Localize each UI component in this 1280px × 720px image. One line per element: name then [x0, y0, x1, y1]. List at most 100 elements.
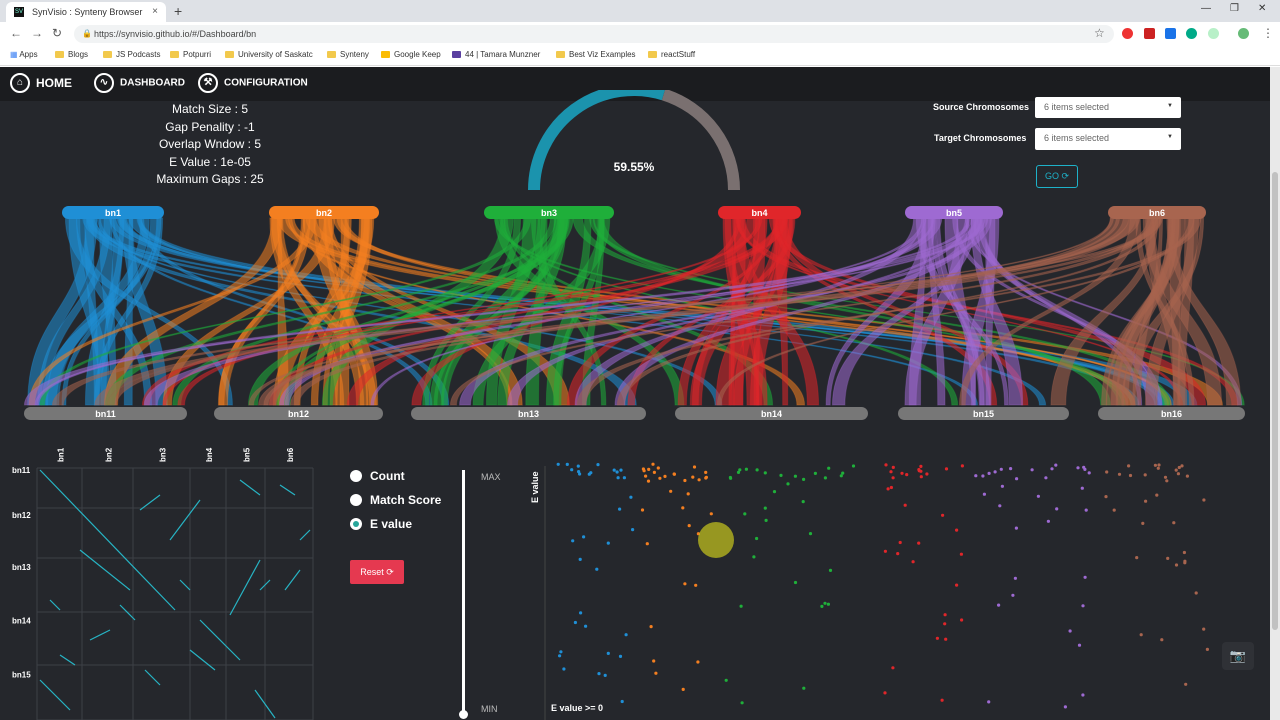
alignment-mark[interactable] [284, 569, 301, 591]
scatter-point[interactable] [565, 462, 569, 466]
synteny-ribbon[interactable] [1144, 217, 1200, 406]
alignment-mark[interactable] [89, 629, 111, 641]
scatter-point[interactable] [917, 541, 921, 545]
scatter-point[interactable] [959, 552, 963, 556]
scatter-point[interactable] [652, 470, 656, 474]
scatter-point[interactable] [943, 613, 947, 617]
scatter-point[interactable] [841, 471, 845, 475]
synteny-ribbon[interactable] [289, 217, 1137, 406]
scatter-point[interactable] [629, 495, 633, 499]
scatter-point[interactable] [687, 524, 691, 528]
scatter-point[interactable] [793, 474, 797, 478]
camera-icon[interactable]: 📷 [1222, 642, 1254, 670]
scatter-point[interactable] [900, 471, 904, 475]
scatter-point[interactable] [744, 467, 748, 471]
scatter-point[interactable] [896, 552, 900, 556]
scatter-point[interactable] [960, 464, 964, 468]
scatter-point[interactable] [764, 518, 768, 522]
alignment-mark[interactable] [299, 529, 311, 541]
scrollbar-thumb[interactable] [1272, 172, 1278, 630]
scatter-point[interactable] [889, 485, 893, 490]
scatter-point[interactable] [729, 476, 733, 480]
scatter-point[interactable] [1183, 561, 1187, 565]
dot-plot-view[interactable]: bn1 bn2 bn3 bn4 bn5 bn6 bn11 bn12 bn13 bn14 bn15 [0, 440, 320, 720]
scatter-point[interactable] [889, 470, 893, 474]
scatter-point[interactable] [941, 513, 945, 517]
e-value-scatter[interactable]: E value [525, 458, 1225, 720]
bookmark-item[interactable]: Google Keep [381, 50, 441, 59]
scatter-point[interactable] [652, 659, 656, 663]
scatter-point[interactable] [669, 489, 673, 493]
scatter-point[interactable] [1076, 466, 1080, 470]
scatter-point[interactable] [801, 500, 805, 504]
scatter-point[interactable] [999, 467, 1003, 471]
synteny-ribbon[interactable] [86, 217, 637, 406]
target-chromosome-bn16[interactable] [1098, 407, 1245, 420]
scatter-point[interactable] [911, 560, 915, 564]
scatter-point[interactable] [1184, 682, 1188, 686]
alignment-mark[interactable] [79, 549, 131, 591]
alignment-mark[interactable] [179, 579, 191, 591]
target-chromosome-bn14[interactable] [675, 407, 868, 420]
synteny-ribbon[interactable] [716, 217, 1195, 406]
synteny-ribbon[interactable] [288, 217, 806, 406]
scatter-point[interactable] [704, 476, 708, 480]
scatter-point[interactable] [1185, 474, 1189, 478]
synteny-ribbon[interactable] [503, 217, 774, 406]
scatter-point[interactable] [1174, 563, 1179, 567]
scatter-point[interactable] [886, 487, 890, 491]
synteny-ribbon[interactable] [284, 217, 943, 406]
scatter-point[interactable] [683, 478, 687, 483]
scatter-point[interactable] [640, 508, 645, 512]
scatter-point[interactable] [1166, 556, 1170, 560]
scatter-point[interactable] [559, 650, 563, 654]
scatter-point[interactable] [736, 470, 741, 474]
scatter-point[interactable] [606, 651, 610, 655]
bookmark-apps[interactable]: ▦ Apps [10, 50, 38, 59]
scatter-point[interactable] [1194, 591, 1198, 595]
bookmark-item[interactable]: Blogs [55, 50, 88, 59]
scatter-point[interactable] [573, 620, 577, 625]
scatter-point[interactable] [1177, 465, 1181, 470]
scatter-point[interactable] [1160, 638, 1164, 642]
minimize-icon[interactable]: — [1201, 3, 1211, 14]
scatter-point[interactable] [709, 512, 713, 516]
target-chromosome-bn11[interactable] [24, 407, 187, 420]
scatter-point[interactable] [935, 636, 939, 640]
scatter-point[interactable] [612, 468, 616, 472]
scatter-point[interactable] [739, 604, 743, 608]
scatter-point[interactable] [884, 463, 888, 467]
scatter-point[interactable] [998, 504, 1002, 508]
scatter-point[interactable] [883, 549, 887, 553]
bookmark-item[interactable]: Best Viz Examples [556, 50, 636, 59]
radio-match-score[interactable]: Match Score [350, 493, 441, 507]
scatter-point[interactable] [1180, 464, 1184, 468]
scatter-point[interactable] [647, 467, 651, 471]
extension-icon[interactable] [1165, 28, 1176, 39]
synteny-linear-view[interactable]: bn1 bn2 bn3 bn4 bn5 bn6 bn11 bn12 bn13 bn14 bn15 b… [0, 200, 1270, 425]
scatter-point[interactable] [987, 471, 991, 475]
scatter-point[interactable] [1087, 471, 1091, 475]
scatter-point[interactable] [1015, 477, 1019, 481]
scatter-point[interactable] [755, 536, 759, 541]
scatter-point[interactable] [960, 618, 964, 622]
alignment-mark[interactable] [119, 604, 136, 621]
source-chromosome-bn5[interactable] [905, 206, 1003, 219]
scatter-point[interactable] [1009, 467, 1013, 471]
scatter-point[interactable] [1153, 463, 1157, 467]
scatter-point[interactable] [944, 467, 949, 471]
scatter-point[interactable] [1013, 576, 1017, 580]
synteny-ribbon[interactable] [616, 217, 1162, 406]
alignment-mark[interactable] [239, 479, 261, 496]
scatter-point[interactable] [943, 622, 947, 626]
scatter-point[interactable] [631, 528, 635, 532]
scatter-point[interactable] [704, 470, 708, 474]
scatter-point[interactable] [1084, 508, 1088, 512]
browser-tab[interactable]: SV SynVisio : Synteny Browser × [6, 2, 166, 22]
scatter-point[interactable] [622, 476, 626, 480]
scatter-point[interactable] [1117, 472, 1122, 476]
scatter-point[interactable] [644, 474, 648, 478]
synteny-ribbon[interactable] [1132, 217, 1164, 406]
scatter-point[interactable] [891, 465, 895, 469]
scatter-point[interactable] [1083, 467, 1087, 471]
